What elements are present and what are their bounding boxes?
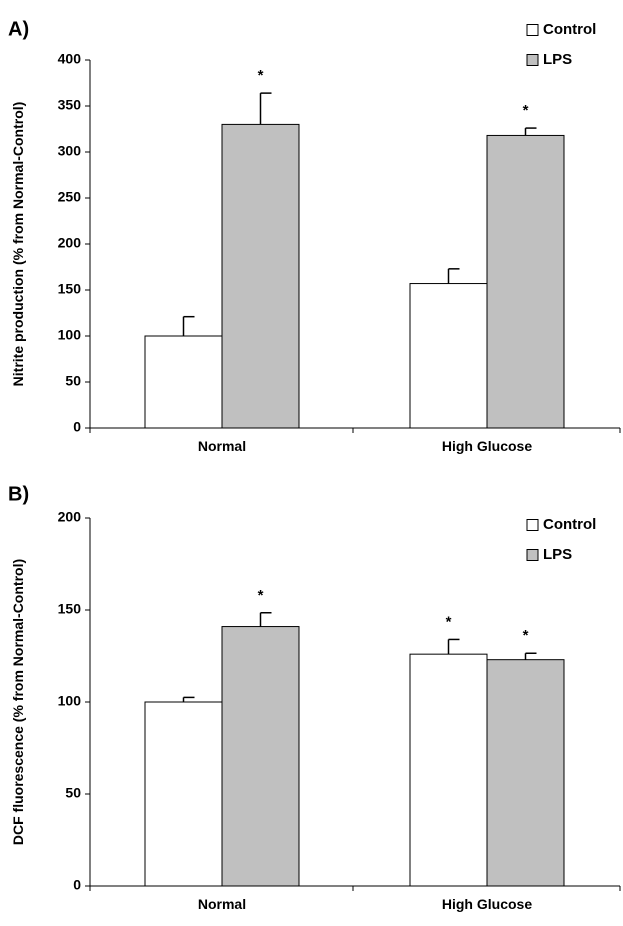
significance-marker: * (258, 67, 264, 84)
y-tick-label: 0 (73, 877, 81, 893)
bar-control-1 (409, 653, 488, 887)
x-tick-label: Normal (198, 438, 246, 454)
bar-control-0 (144, 335, 223, 429)
legend-label: LPS (543, 546, 572, 563)
significance-marker: * (258, 587, 264, 604)
x-tick-label: Normal (198, 896, 246, 912)
bar-lps-0 (221, 123, 300, 429)
panel-label: A) (8, 18, 29, 40)
y-axis-title: DCF fluorescence (% from Normal-Control) (10, 559, 26, 845)
x-tick-label: High Glucose (442, 896, 532, 912)
bar-lps-0 (221, 626, 300, 887)
x-tick-label: High Glucose (442, 438, 532, 454)
significance-marker: * (523, 102, 529, 119)
y-axis-title: Nitrite production (% from Normal-Contro… (10, 102, 26, 387)
legend-label: Control (543, 516, 596, 533)
y-tick-label: 200 (58, 509, 82, 525)
significance-marker: * (523, 627, 529, 644)
y-tick-label: 100 (58, 327, 82, 343)
panel-label: B) (8, 483, 29, 505)
legend-swatch (526, 54, 539, 66)
y-tick-label: 50 (65, 373, 81, 389)
y-tick-label: 250 (58, 189, 82, 205)
y-tick-label: 300 (58, 143, 82, 159)
significance-marker: * (446, 613, 452, 630)
y-tick-label: 150 (58, 601, 82, 617)
legend-label: LPS (543, 51, 572, 68)
y-tick-label: 50 (65, 785, 81, 801)
legend-swatch (526, 549, 539, 561)
y-tick-label: 150 (58, 281, 82, 297)
y-tick-label: 350 (58, 97, 82, 113)
y-tick-label: 100 (58, 693, 82, 709)
bar-lps-1 (486, 134, 565, 429)
bar-control-1 (409, 283, 488, 429)
bar-control-0 (144, 701, 223, 887)
y-tick-label: 400 (58, 51, 82, 67)
y-tick-label: 200 (58, 235, 82, 251)
legend-swatch (526, 24, 539, 36)
legend-swatch (526, 519, 539, 531)
y-tick-label: 0 (73, 419, 81, 435)
legend-label: Control (543, 21, 596, 38)
bar-lps-1 (486, 659, 565, 887)
